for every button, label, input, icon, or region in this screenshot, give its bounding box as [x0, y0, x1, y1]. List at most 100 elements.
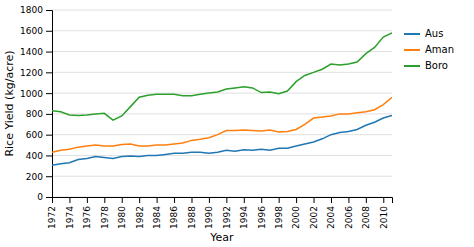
legend-swatch	[404, 49, 420, 51]
x-tick-mark	[383, 197, 384, 203]
grid-line	[52, 51, 392, 52]
y-tick: 800	[26, 109, 52, 119]
y-tick-label: 200	[26, 172, 43, 182]
grid-line	[52, 134, 392, 135]
x-tick: 1990	[204, 197, 214, 229]
x-tick-mark	[104, 197, 105, 203]
series-line	[52, 115, 392, 165]
x-tick-label: 1972	[47, 206, 57, 229]
x-tick-mark	[366, 197, 367, 203]
x-tick: 1978	[100, 197, 110, 229]
x-tick: 2000	[291, 197, 301, 229]
y-tick: 600	[26, 130, 52, 140]
y-tick-label: 1200	[20, 68, 43, 78]
x-tick-mark	[348, 197, 349, 203]
x-tick-label: 1982	[135, 206, 145, 229]
grid-line	[52, 155, 392, 156]
y-tick-mark	[46, 10, 52, 11]
grid	[52, 10, 392, 197]
chart: 1972 1974 1976 1978 1980 1982 1984 1986 1988 1990…	[0, 0, 474, 247]
x-tick-mark	[191, 197, 192, 203]
x-tick-mark	[279, 197, 280, 203]
x-tick: 2004	[326, 197, 336, 229]
x-tick: 1976	[82, 197, 92, 229]
x-tick-label: 1978	[100, 206, 110, 229]
x-tick-label: 2006	[344, 206, 354, 229]
y-tick-mark	[46, 176, 52, 177]
y-tick: 1200	[20, 68, 52, 78]
legend-swatch	[404, 65, 420, 67]
y-tick: 1800	[20, 5, 52, 15]
x-tick: 1998	[274, 197, 284, 229]
x-tick: 1994	[239, 197, 249, 229]
x-tick-mark	[209, 197, 210, 203]
y-tick-mark	[46, 52, 52, 53]
x-tick: 1988	[187, 197, 197, 229]
y-tick-label: 1000	[20, 88, 43, 98]
x-tick: 2002	[309, 197, 319, 229]
legend-item: Boro	[404, 60, 448, 71]
x-tick-label: 1994	[239, 206, 249, 229]
x-tick: 1972	[47, 197, 57, 229]
x-tick-label: 1986	[169, 206, 179, 229]
legend: Aus Aman Boro	[404, 28, 454, 71]
x-tick: 2006	[344, 197, 354, 229]
x-tick-mark	[331, 197, 332, 203]
y-tick-label: 0	[37, 192, 43, 202]
y-tick-mark	[46, 135, 52, 136]
x-tick-mark	[157, 197, 158, 203]
x-tick-mark	[314, 197, 315, 203]
y-tick: 0	[37, 192, 52, 202]
grid-line	[52, 72, 392, 73]
x-tick: 1986	[169, 197, 179, 229]
x-tick-mark	[174, 197, 175, 203]
x-tick-label: 2004	[326, 206, 336, 229]
x-tick-mark	[296, 197, 297, 203]
x-tick-label: 2000	[291, 206, 301, 229]
y-tick-mark	[46, 155, 52, 156]
series-line	[52, 33, 392, 120]
y-tick: 1000	[20, 88, 52, 98]
x-tick-label: 1976	[82, 206, 92, 229]
legend-label: Boro	[425, 60, 448, 71]
x-tick-label: 1996	[257, 206, 267, 229]
x-tick: 1980	[117, 197, 127, 229]
x-tick-label: 1990	[204, 206, 214, 229]
legend-item: Aman	[404, 44, 454, 55]
grid-line	[52, 10, 392, 11]
y-tick-mark	[46, 72, 52, 73]
x-tick-label: 1980	[117, 206, 127, 229]
y-axis-title: Rice Yield (kg/acre)	[3, 50, 16, 156]
legend-label: Aus	[425, 28, 443, 39]
y-tick-label: 1600	[20, 26, 43, 36]
legend-item: Aus	[404, 28, 443, 39]
y-tick-label: 800	[26, 109, 43, 119]
y-tick-label: 600	[26, 130, 43, 140]
y-tick-label: 1800	[20, 5, 43, 15]
x-tick-label: 1974	[65, 206, 75, 229]
x-tick-mark	[226, 197, 227, 203]
x-tick-mark	[139, 197, 140, 203]
grid-line	[52, 93, 392, 94]
y-tick: 1400	[20, 47, 52, 57]
y-tick: 400	[26, 151, 52, 161]
x-tick-label: 2008	[361, 206, 371, 229]
y-tick-mark	[46, 31, 52, 32]
x-tick-label: 2002	[309, 206, 319, 229]
x-tick-mark	[87, 197, 88, 203]
x-tick: 1996	[257, 197, 267, 229]
x-tick: 2008	[361, 197, 371, 229]
x-tick-label: 2010	[379, 206, 389, 229]
x-tick-label: 1992	[222, 206, 232, 229]
x-tick-mark	[261, 197, 262, 203]
x-tick-mark	[244, 197, 245, 203]
y-tick: 200	[26, 172, 52, 182]
legend-label: Aman	[425, 44, 454, 55]
y-axis-line	[46, 11, 53, 198]
y-tick-label: 1400	[20, 47, 43, 57]
x-tick: 1992	[222, 197, 232, 229]
x-tick-label: 1984	[152, 206, 162, 229]
series-line	[52, 97, 392, 152]
legend-swatch	[404, 33, 420, 35]
x-axis: 1972 1974 1976 1978 1980 1982 1984 1986 1988 1990…	[47, 197, 392, 229]
